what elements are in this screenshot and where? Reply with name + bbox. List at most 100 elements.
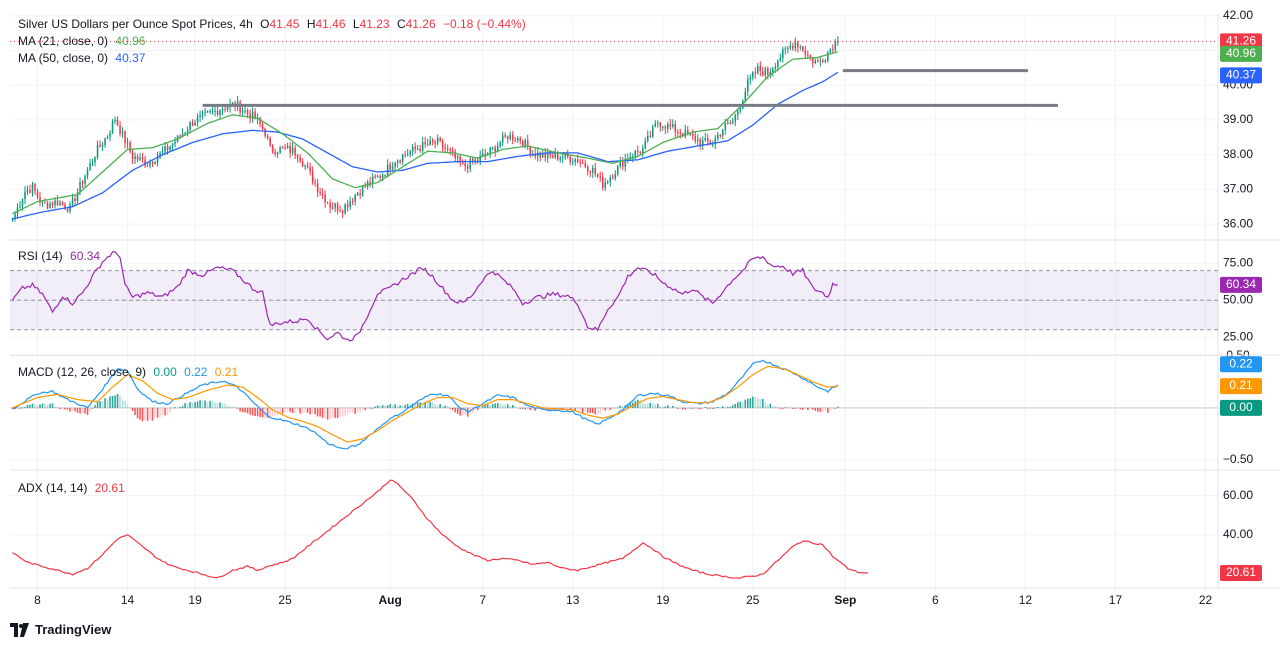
rsi-badge-text: 60.34 <box>1226 277 1256 291</box>
macd-hist-bar-180 <box>461 407 464 416</box>
candle-body-46 <box>126 142 129 144</box>
candle-body-201 <box>514 140 516 142</box>
candle-body-227 <box>579 162 582 164</box>
candle-body-42 <box>116 119 119 126</box>
macd-signal-line <box>12 365 838 443</box>
candle-body-155 <box>399 160 401 162</box>
macd-hist-bar-235 <box>599 407 602 414</box>
candle-body-47 <box>129 142 131 152</box>
candle-body-307 <box>779 58 782 61</box>
x-tick-label-13: 22 <box>1199 593 1213 607</box>
rsi-legend: RSI (14) 60.34 <box>18 249 104 264</box>
candle-body-259 <box>659 122 662 127</box>
macd-hist-bar-56 <box>151 407 154 421</box>
macd-hist-bar-125 <box>324 407 326 418</box>
candle-body-167 <box>429 140 431 145</box>
candle-body-181 <box>464 163 466 167</box>
macd-hist-bar-136 <box>351 407 354 413</box>
candle-body-73 <box>194 122 196 126</box>
rsi-value: 60.34 <box>70 249 101 263</box>
candle-body-54 <box>146 165 149 167</box>
macd-hist-bar-251 <box>639 400 642 408</box>
macd-hist-bar-59 <box>159 407 161 418</box>
candle-body-96 <box>251 111 254 119</box>
candle-body-203 <box>519 138 521 141</box>
macd-hist-bar-174 <box>446 405 449 408</box>
macd-hist-bar-153 <box>394 404 396 408</box>
macd-hist-bar-143 <box>369 407 371 409</box>
macd-hist-bar-269 <box>684 407 687 410</box>
macd-hist-bar-290 <box>737 402 739 408</box>
macd-hist-bar-39 <box>109 396 111 408</box>
candle-body-207 <box>529 147 531 155</box>
ma50-label: MA (50, close, 0) <box>18 51 109 65</box>
candle-body-310 <box>787 47 789 49</box>
macd-hist-bar-255 <box>649 402 652 408</box>
macd-hist-bar-14 <box>46 404 49 408</box>
candle-body-294 <box>747 79 749 92</box>
candle-body-80 <box>211 111 214 113</box>
macd-hist-bar-8 <box>31 403 34 408</box>
candle-body-297 <box>754 72 757 74</box>
candle-body-43 <box>119 125 121 134</box>
candle-body-88 <box>231 102 234 104</box>
candle-body-168 <box>431 140 434 142</box>
candle-body-83 <box>219 110 221 115</box>
candle-body-22 <box>66 208 69 212</box>
macd-hist-bar-130 <box>336 407 339 419</box>
candle-body-200 <box>511 134 514 141</box>
candle-body-129 <box>334 203 336 208</box>
macd-hist-bar-139 <box>359 407 361 413</box>
macd-hist-bar-231 <box>589 407 592 414</box>
candle-body-133 <box>344 204 346 214</box>
macd-hist-bar-151 <box>389 404 391 408</box>
macd-hist-bar-301 <box>764 402 767 408</box>
candle-body-314 <box>797 42 799 48</box>
candle-body-225 <box>574 159 577 162</box>
candle-body-19 <box>59 202 61 205</box>
candle-body-308 <box>782 49 784 59</box>
candle-body-79 <box>209 111 211 113</box>
macd-hist-bar-26 <box>76 407 79 413</box>
candle-body-113 <box>294 147 296 156</box>
candle-body-31 <box>89 163 91 170</box>
x-tick-label-6: 13 <box>566 593 580 607</box>
candle-body-176 <box>451 150 454 152</box>
adx-value: 20.61 <box>94 481 125 495</box>
macd-hist-bar-201 <box>514 405 516 408</box>
candle-body-116 <box>301 161 304 167</box>
adx-line <box>12 479 868 579</box>
macd-hist-bar-263 <box>669 406 672 408</box>
candle-body-158 <box>406 154 409 156</box>
candle-body-244 <box>621 161 624 167</box>
macd-hist-bar-66 <box>176 407 179 409</box>
macd-hist-bar-197 <box>504 404 506 408</box>
candle-body-188 <box>481 153 484 156</box>
macd-hist-bar-256 <box>651 403 654 408</box>
price-badge-text: 41.26 <box>1226 34 1256 48</box>
x-tick-label-2: 19 <box>188 593 202 607</box>
candle-body-195 <box>499 142 501 147</box>
candle-body-63 <box>169 146 171 150</box>
rsi-badge: 60.34 <box>1220 276 1262 293</box>
hist-badge: 0.00 <box>1220 399 1262 416</box>
macd-hist-bar-315 <box>799 407 802 410</box>
candle-body-5 <box>24 191 26 200</box>
macd-hist-bar-152 <box>391 404 394 408</box>
candle-body-175 <box>449 148 451 151</box>
macd-hist-bar-323 <box>819 407 822 412</box>
macd-hist-bar-215 <box>549 407 551 411</box>
macd-hist-bar-35 <box>99 401 101 408</box>
candle-body-180 <box>461 162 464 164</box>
candle-body-179 <box>459 156 461 163</box>
candle-body-115 <box>299 157 301 162</box>
candle-body-183 <box>469 158 471 169</box>
candle-body-103 <box>269 137 271 146</box>
tradingview-brand[interactable]: TradingView <box>10 622 111 637</box>
macd-hist-bar-228 <box>581 407 584 414</box>
candle-body-309 <box>784 48 787 50</box>
candle-body-91 <box>239 101 241 113</box>
adx-badge-bg <box>1220 565 1262 582</box>
